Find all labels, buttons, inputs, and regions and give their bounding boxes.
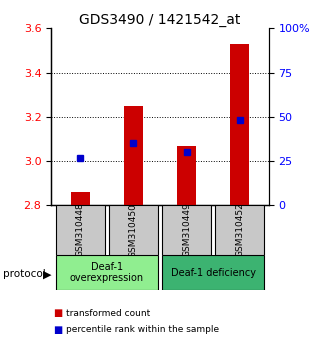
Bar xyxy=(56,255,158,290)
Bar xyxy=(162,205,211,255)
Bar xyxy=(71,192,90,205)
Text: protocol: protocol xyxy=(3,269,46,279)
Text: ■: ■ xyxy=(53,308,62,318)
Text: transformed count: transformed count xyxy=(66,309,150,318)
Text: GSM310449: GSM310449 xyxy=(182,203,191,257)
Bar xyxy=(109,205,158,255)
Text: percentile rank within the sample: percentile rank within the sample xyxy=(66,325,219,335)
Title: GDS3490 / 1421542_at: GDS3490 / 1421542_at xyxy=(79,13,241,27)
Text: GSM310452: GSM310452 xyxy=(235,203,244,257)
Text: GSM310448: GSM310448 xyxy=(76,203,85,257)
Bar xyxy=(56,205,105,255)
Text: Deaf-1
overexpression: Deaf-1 overexpression xyxy=(70,262,144,284)
Text: GSM310450: GSM310450 xyxy=(129,202,138,258)
Bar xyxy=(162,255,264,290)
Text: Deaf-1 deficiency: Deaf-1 deficiency xyxy=(171,268,256,278)
Bar xyxy=(124,106,143,205)
Text: ■: ■ xyxy=(53,325,62,335)
Bar xyxy=(230,44,249,205)
Bar xyxy=(177,145,196,205)
Text: ▶: ▶ xyxy=(43,269,52,279)
Bar xyxy=(215,205,264,255)
